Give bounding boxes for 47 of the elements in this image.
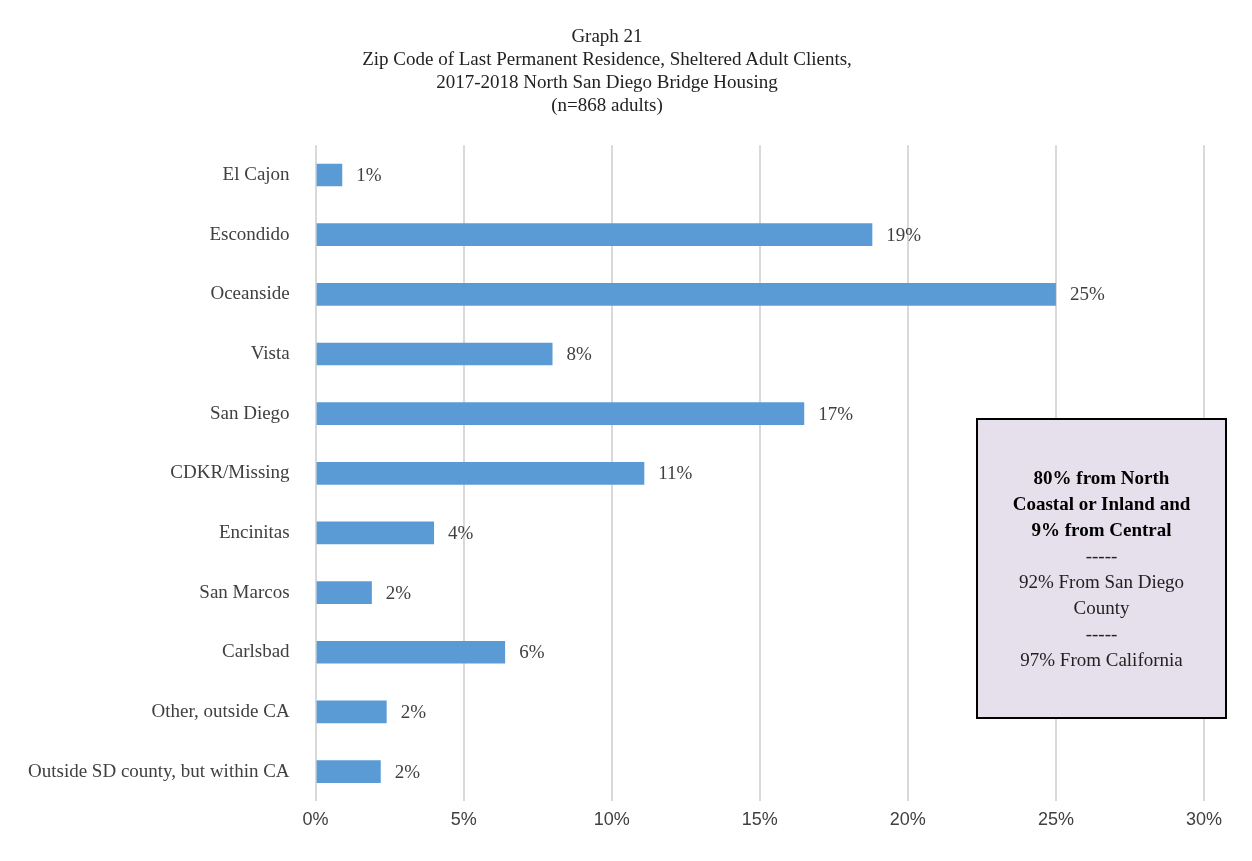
x-tick-label: 30% <box>1185 809 1223 830</box>
y-tick-label: CDKR/Missing <box>170 461 291 483</box>
annotation: 92% From San Diego County <box>1017 569 1186 620</box>
bar <box>316 581 372 604</box>
annotation: 80% from North Coastal or Inland and 9% from Central <box>1011 465 1192 542</box>
y-tick-label: Other, outside CA <box>151 699 290 721</box>
chart-subtitle: Zip Code of Last Permanent Residence, Sheltered Adult Clients, 2017-2018 North San Diego Bridge Housing (n=868 adults) <box>362 48 852 116</box>
y-tick-label: San Marcos <box>199 580 290 602</box>
bar <box>316 700 387 724</box>
y-tick-label: Outside SD county, but within CA <box>27 759 290 781</box>
data-label: 25% <box>1069 283 1105 305</box>
bar <box>316 760 381 783</box>
x-tick-label: 25% <box>1037 809 1074 830</box>
data-label: 2% <box>394 760 421 782</box>
bar <box>316 640 506 664</box>
chart-title: Graph 21 <box>571 25 643 47</box>
data-label: 6% <box>519 641 545 663</box>
bar <box>316 223 873 247</box>
y-tick-label: Vista <box>250 341 291 363</box>
data-label: 2% <box>385 581 412 603</box>
bar <box>316 461 645 485</box>
y-tick-label: Encinitas <box>218 520 290 542</box>
data-label: 17% <box>818 402 854 424</box>
annotation: ----- <box>1085 621 1118 646</box>
y-tick-label: El Cajon <box>222 163 291 185</box>
data-label: 1% <box>356 164 382 186</box>
x-tick-label: 5% <box>450 809 477 830</box>
data-label: 4% <box>448 521 474 543</box>
bar <box>316 283 1056 306</box>
y-tick-label: Oceanside <box>210 282 290 304</box>
x-tick-label: 10% <box>593 809 630 830</box>
annotation: 97% From California <box>1020 647 1183 672</box>
y-tick-label: San Diego <box>209 401 290 423</box>
bar <box>316 521 435 545</box>
bar <box>316 163 343 187</box>
y-tick-label: Escondido <box>209 222 290 244</box>
data-label: 2% <box>400 700 427 722</box>
data-label: 19% <box>886 223 922 245</box>
y-tick-label: Carlsbad <box>222 640 291 662</box>
bar <box>316 402 805 425</box>
x-tick-label: 20% <box>889 809 926 830</box>
x-tick-label: 0% <box>302 809 329 830</box>
x-tick-label: 15% <box>741 809 778 830</box>
annotation: ----- <box>1085 543 1118 568</box>
data-label: 8% <box>566 342 593 364</box>
bar <box>316 342 553 366</box>
data-label: 11% <box>658 462 693 484</box>
